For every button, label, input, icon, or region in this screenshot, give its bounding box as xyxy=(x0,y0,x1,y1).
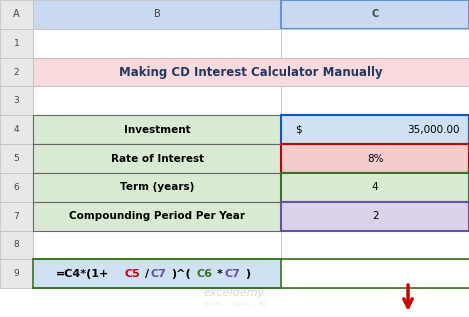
Text: C5: C5 xyxy=(125,269,141,279)
Text: 5: 5 xyxy=(14,154,19,163)
FancyBboxPatch shape xyxy=(281,230,469,259)
Text: $: $ xyxy=(295,125,302,135)
Text: 8: 8 xyxy=(14,241,19,249)
Text: 3: 3 xyxy=(14,96,19,105)
FancyBboxPatch shape xyxy=(281,202,469,230)
Text: 9: 9 xyxy=(14,269,19,278)
Text: )^(: )^( xyxy=(171,269,191,279)
Text: Compounding Period Per Year: Compounding Period Per Year xyxy=(69,211,245,221)
Text: Making CD Interest Calculator Manually: Making CD Interest Calculator Manually xyxy=(119,66,383,79)
FancyBboxPatch shape xyxy=(281,29,469,58)
FancyBboxPatch shape xyxy=(0,87,33,115)
Text: Investment: Investment xyxy=(124,125,190,135)
FancyBboxPatch shape xyxy=(281,87,469,115)
FancyBboxPatch shape xyxy=(33,29,281,58)
Text: ): ) xyxy=(245,269,250,279)
FancyBboxPatch shape xyxy=(281,173,469,202)
Text: 1: 1 xyxy=(14,39,19,48)
Text: 7: 7 xyxy=(14,212,19,221)
FancyBboxPatch shape xyxy=(33,173,281,202)
Text: 35,000.00: 35,000.00 xyxy=(407,125,460,135)
Text: C6: C6 xyxy=(197,269,212,279)
FancyBboxPatch shape xyxy=(0,230,33,259)
Text: *: * xyxy=(217,269,223,279)
FancyBboxPatch shape xyxy=(0,202,33,230)
Text: C7: C7 xyxy=(151,269,166,279)
FancyBboxPatch shape xyxy=(281,0,469,29)
FancyBboxPatch shape xyxy=(0,115,33,144)
FancyBboxPatch shape xyxy=(0,173,33,202)
FancyBboxPatch shape xyxy=(281,173,469,202)
Text: 6: 6 xyxy=(14,183,19,192)
FancyBboxPatch shape xyxy=(33,115,281,144)
FancyBboxPatch shape xyxy=(0,58,33,87)
FancyBboxPatch shape xyxy=(281,144,469,173)
Text: Term (years): Term (years) xyxy=(120,182,194,192)
FancyBboxPatch shape xyxy=(281,115,469,144)
FancyBboxPatch shape xyxy=(0,259,33,288)
Text: 4: 4 xyxy=(14,125,19,134)
FancyBboxPatch shape xyxy=(33,87,281,115)
Text: 4: 4 xyxy=(372,182,378,192)
FancyBboxPatch shape xyxy=(33,202,281,230)
Text: /: / xyxy=(145,269,150,279)
FancyBboxPatch shape xyxy=(281,144,469,173)
FancyBboxPatch shape xyxy=(33,173,281,202)
FancyBboxPatch shape xyxy=(281,115,469,144)
FancyBboxPatch shape xyxy=(0,29,33,58)
FancyBboxPatch shape xyxy=(33,0,281,29)
Text: 2: 2 xyxy=(372,211,378,221)
FancyBboxPatch shape xyxy=(33,259,281,288)
Text: 2: 2 xyxy=(14,68,19,76)
FancyBboxPatch shape xyxy=(33,144,281,173)
FancyBboxPatch shape xyxy=(281,202,469,230)
Text: =C4*(1+: =C4*(1+ xyxy=(56,269,110,279)
FancyBboxPatch shape xyxy=(281,58,469,87)
Text: 8%: 8% xyxy=(367,153,384,164)
Text: C: C xyxy=(371,10,379,19)
FancyBboxPatch shape xyxy=(0,144,33,173)
Text: C7: C7 xyxy=(225,269,241,279)
FancyBboxPatch shape xyxy=(33,144,281,173)
FancyBboxPatch shape xyxy=(33,202,281,230)
Text: exceldemy: exceldemy xyxy=(204,288,265,298)
FancyBboxPatch shape xyxy=(33,115,281,144)
Text: Rate of Interest: Rate of Interest xyxy=(111,153,204,164)
Text: A: A xyxy=(13,10,20,19)
Text: B: B xyxy=(154,10,160,19)
FancyBboxPatch shape xyxy=(0,0,33,29)
FancyBboxPatch shape xyxy=(33,58,281,87)
FancyBboxPatch shape xyxy=(33,259,281,288)
FancyBboxPatch shape xyxy=(33,230,281,259)
FancyBboxPatch shape xyxy=(33,58,469,87)
Text: EXCEL  ·  DATA  ·  BI: EXCEL · DATA · BI xyxy=(204,302,265,307)
FancyBboxPatch shape xyxy=(281,259,469,288)
